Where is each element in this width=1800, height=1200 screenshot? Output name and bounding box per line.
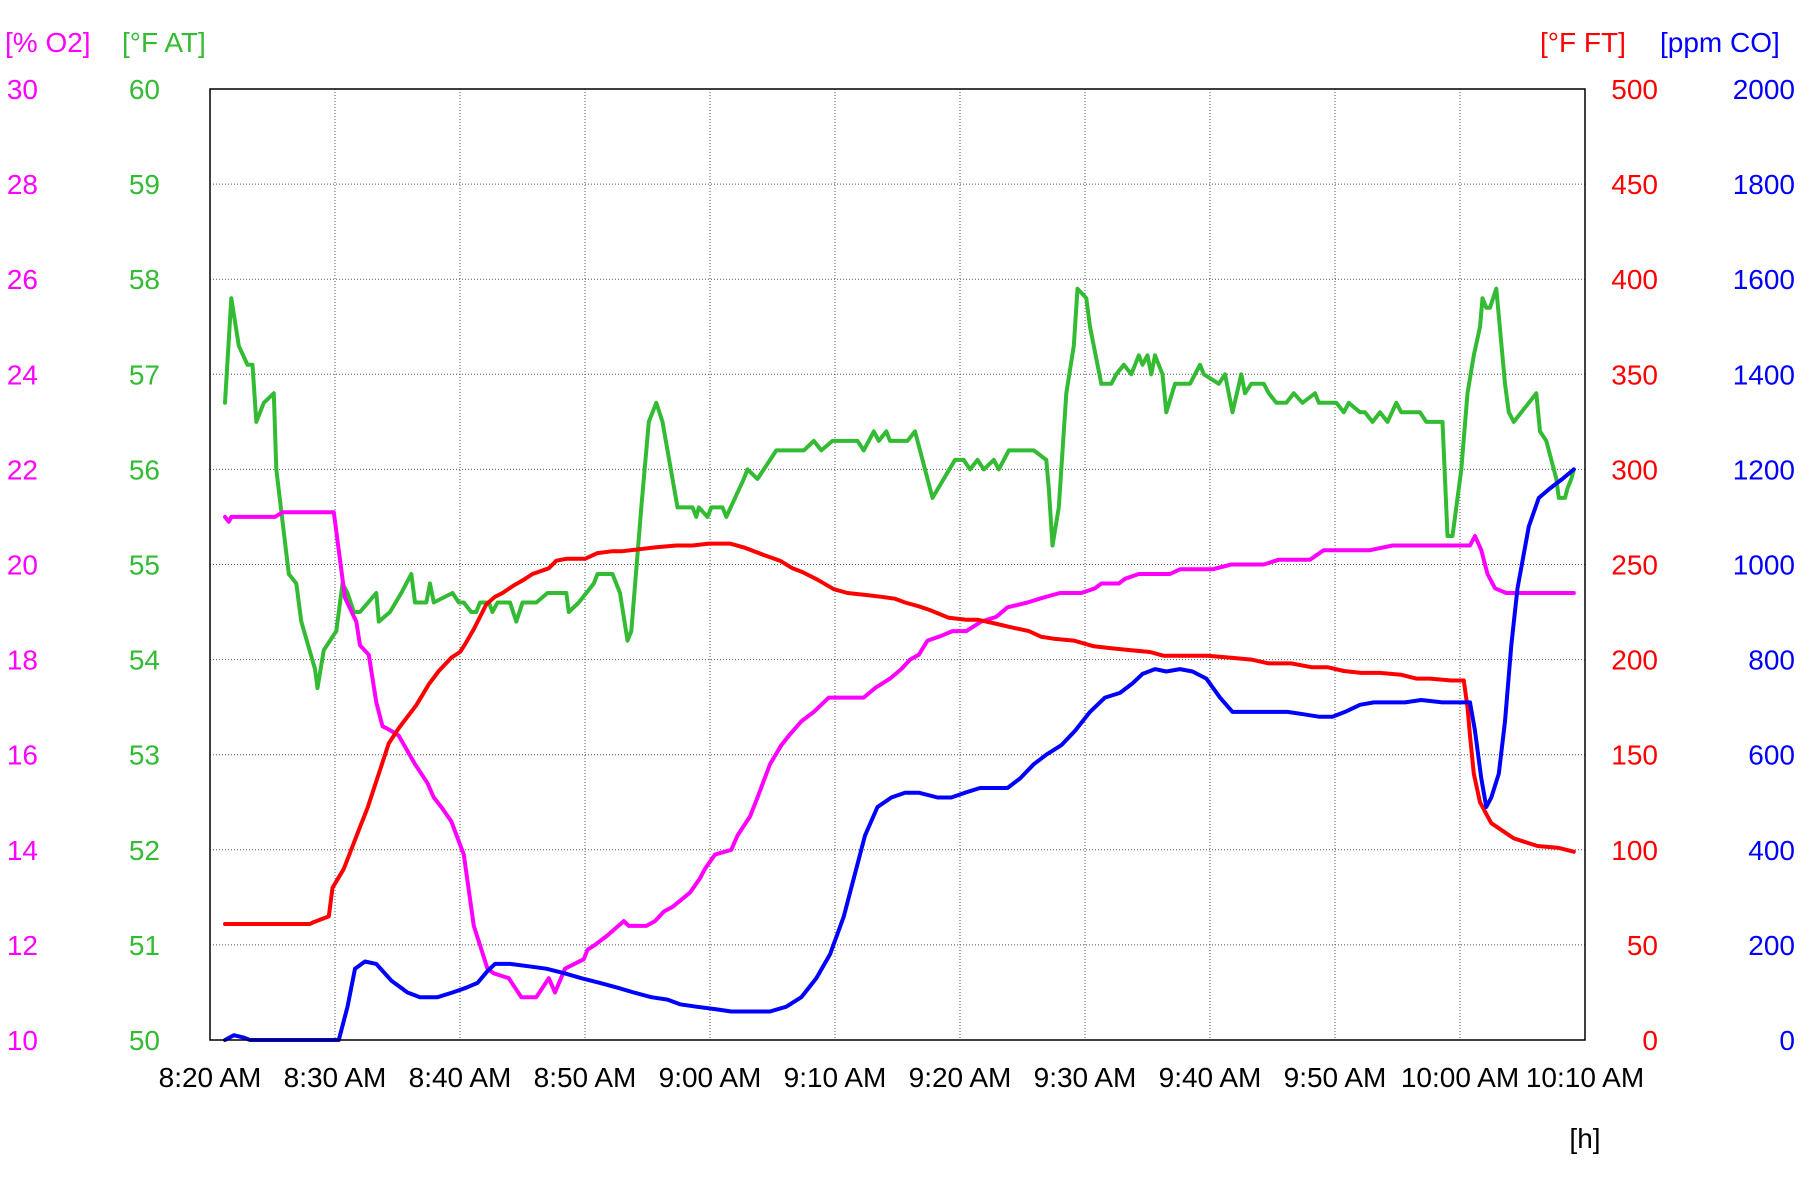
ft-tick-label: 200 (1611, 645, 1658, 676)
x-tick-label: 8:50 AM (534, 1062, 637, 1093)
ft-tick-label: 350 (1611, 359, 1658, 390)
co-tick-label: 800 (1748, 645, 1795, 676)
at-tick-label: 57 (129, 359, 160, 390)
co-tick-label: 200 (1748, 930, 1795, 961)
o2-tick-label: 28 (7, 169, 38, 200)
x-axis-label: [h] (1569, 1123, 1600, 1154)
ft-tick-label: 500 (1611, 74, 1658, 105)
co-tick-label: 1000 (1733, 550, 1795, 581)
at-tick-label: 52 (129, 835, 160, 866)
at-tick-label: 60 (129, 74, 160, 105)
co-tick-label: 1600 (1733, 264, 1795, 295)
at-tick-label: 55 (129, 550, 160, 581)
x-tick-label: 9:30 AM (1034, 1062, 1137, 1093)
x-tick-label: 8:20 AM (159, 1062, 262, 1093)
axis-ticks: 10 12 14 16 18 20 22 24 26 28 30 50 51 52 53 54 55 56 57 58… (7, 74, 1795, 1093)
o2-tick-label: 26 (7, 264, 38, 295)
o2-tick-label: 18 (7, 645, 38, 676)
at-series-line (223, 286, 1576, 691)
co-axis-label: [ppm CO] (1660, 27, 1780, 58)
ft-tick-label: 450 (1611, 169, 1658, 200)
ft-tick-label: 50 (1627, 930, 1658, 961)
ft-axis-label: [°F FT] (1540, 27, 1626, 58)
x-tick-label: 8:30 AM (284, 1062, 387, 1093)
co-tick-label: 1800 (1733, 169, 1795, 200)
x-tick-label: 10:00 AM (1401, 1062, 1519, 1093)
at-tick-label: 56 (129, 454, 160, 485)
o2-axis-label: [% O2] (5, 27, 91, 58)
co-tick-label: 1200 (1733, 454, 1795, 485)
plot-frame (209, 88, 1586, 1041)
co-tick-label: 400 (1748, 835, 1795, 866)
ft-tick-label: 0 (1642, 1025, 1658, 1056)
x-tick-label: 9:40 AM (1159, 1062, 1262, 1093)
ft-tick-label: 100 (1611, 835, 1658, 866)
o2-tick-label: 10 (7, 1025, 38, 1056)
o2-tick-label: 14 (7, 835, 38, 866)
at-tick-label: 53 (129, 740, 160, 771)
at-tick-label: 50 (129, 1025, 160, 1056)
ft-tick-label: 250 (1611, 550, 1658, 581)
co-tick-label: 0 (1779, 1025, 1795, 1056)
o2-tick-label: 16 (7, 740, 38, 771)
at-tick-label: 58 (129, 264, 160, 295)
at-tick-label: 54 (129, 645, 160, 676)
x-tick-label: 8:40 AM (409, 1062, 512, 1093)
co-tick-label: 1400 (1733, 359, 1795, 390)
co-tick-label: 600 (1748, 740, 1795, 771)
o2-series-line (223, 510, 1576, 1000)
o2-tick-label: 24 (7, 359, 38, 390)
o2-tick-label: 12 (7, 930, 38, 961)
o2-tick-label: 30 (7, 74, 38, 105)
o2-tick-label: 20 (7, 550, 38, 581)
ft-tick-label: 150 (1611, 740, 1658, 771)
ft-tick-label: 300 (1611, 454, 1658, 485)
x-tick-label: 9:50 AM (1284, 1062, 1387, 1093)
series-lines (223, 286, 1576, 1042)
at-tick-label: 59 (129, 169, 160, 200)
x-tick-label: 10:10 AM (1526, 1062, 1644, 1093)
x-tick-label: 9:10 AM (784, 1062, 887, 1093)
axis-labels: [% O2] [°F AT] [°F FT] [ppm CO] [h] (5, 27, 1780, 1154)
grid (210, 89, 1585, 1040)
o2-tick-label: 22 (7, 454, 38, 485)
co-tick-label: 2000 (1733, 74, 1795, 105)
x-tick-label: 9:20 AM (909, 1062, 1012, 1093)
x-tick-label: 9:00 AM (659, 1062, 762, 1093)
ft-series-line (223, 541, 1576, 926)
at-tick-label: 51 (129, 930, 160, 961)
co-series-line (223, 467, 1576, 1042)
ft-tick-label: 400 (1611, 264, 1658, 295)
at-axis-label: [°F AT] (122, 27, 206, 58)
